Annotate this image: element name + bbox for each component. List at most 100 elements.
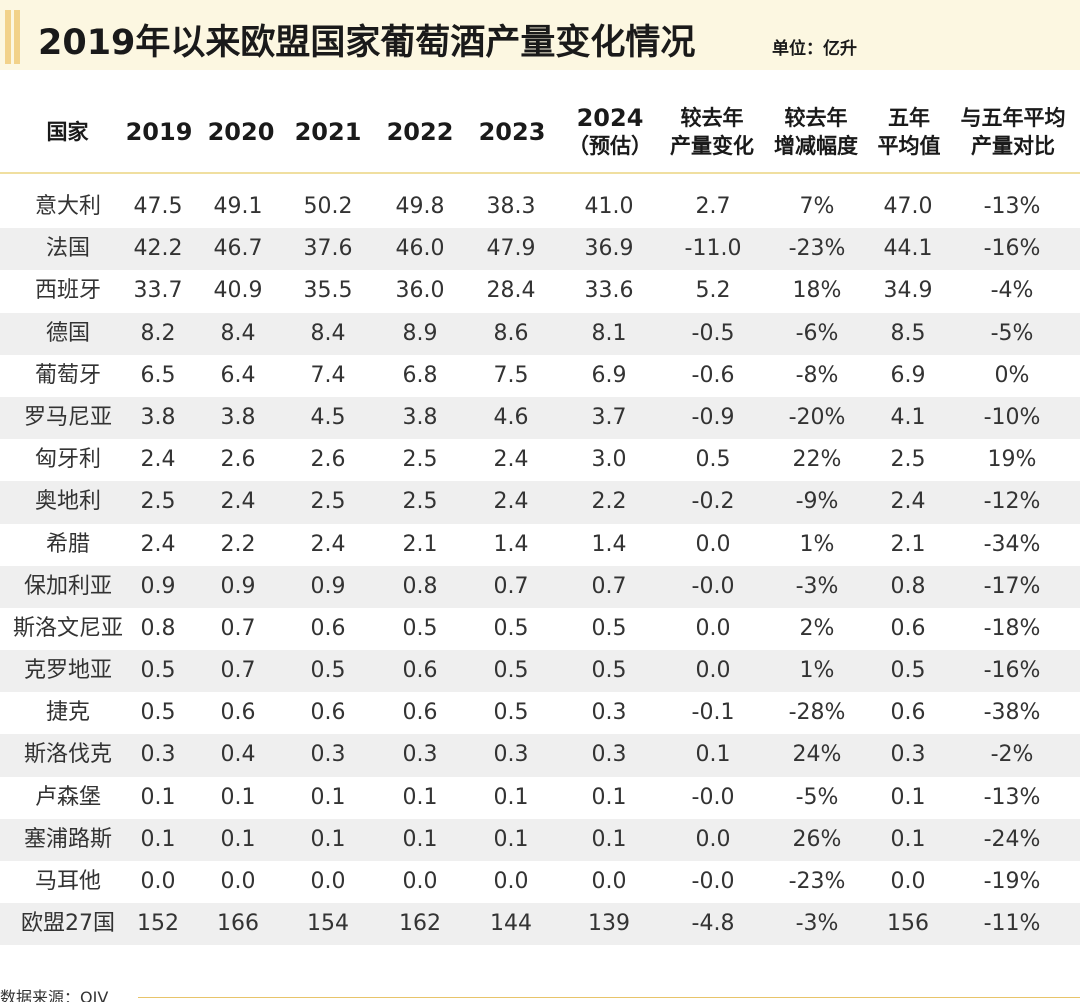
cell-vs-avg: -11% [983, 911, 1041, 937]
cell-yoy-percent: 24% [792, 742, 842, 768]
cell-country: 保加利亚 [23, 573, 112, 599]
cell-2024: 33.6 [584, 278, 634, 304]
cell-2022: 0.1 [402, 784, 438, 810]
cell-2019: 3.8 [140, 404, 176, 430]
cell-yoy-percent: -23% [788, 869, 846, 894]
header-2023: 2023 [478, 118, 546, 146]
cell-2019: 0.5 [140, 658, 176, 684]
cell-yoy-change: 0.1 [695, 742, 731, 768]
cell-2023: 0.5 [493, 700, 529, 726]
cell-vs-avg: 0% [994, 362, 1030, 388]
cell-2020: 46.7 [213, 236, 263, 262]
header-country: 国家 [46, 120, 89, 144]
cell-yoy-percent: 26% [792, 826, 842, 852]
cell-yoy-change: -0.0 [691, 573, 735, 599]
cell-2020: 6.4 [220, 362, 256, 388]
cell-vs-avg: -4% [990, 278, 1034, 304]
cell-country: 匈牙利 [34, 447, 101, 473]
table-row: 德国 8.2 8.4 8.4 8.9 8.6 8.1 -0.5 -6% 8.5 -5% [0, 312, 1080, 355]
cell-2024: 3.0 [591, 447, 627, 473]
cell-2022: 0.5 [402, 615, 438, 641]
cell-2021: 0.1 [310, 826, 346, 852]
cell-yoy-percent: 2% [799, 615, 835, 641]
cell-2021: 50.2 [303, 194, 353, 219]
cell-2022: 0.3 [402, 742, 438, 768]
cell-country: 克罗地亚 [23, 658, 112, 684]
cell-2022: 2.5 [402, 489, 438, 515]
table-row: 罗马尼亚 3.8 3.8 4.5 3.8 4.6 3.7 -0.9 -20% 4.1 -10% [0, 396, 1080, 440]
cell-2024: 0.7 [591, 573, 627, 599]
cell-vs-avg: -16% [983, 658, 1041, 684]
cell-2023: 0.1 [493, 826, 529, 852]
cell-country: 葡萄牙 [34, 362, 101, 388]
cell-2023: 8.6 [493, 320, 529, 346]
cell-yoy-percent: 7% [799, 194, 835, 219]
cell-2022: 162 [399, 911, 441, 937]
cell-vs-avg: 19% [987, 447, 1037, 473]
cell-2019: 47.5 [133, 194, 183, 219]
cell-2020: 3.8 [220, 404, 256, 430]
cell-five-year-avg: 47.0 [883, 194, 933, 219]
cell-five-year-avg: 0.8 [890, 573, 926, 599]
cell-five-year-avg: 0.5 [890, 658, 926, 684]
cell-vs-avg: -2% [990, 742, 1034, 768]
cell-five-year-avg: 156 [887, 911, 929, 937]
cell-2021: 0.3 [310, 742, 346, 768]
cell-2020: 0.7 [220, 615, 256, 641]
cell-yoy-change: -0.0 [691, 869, 735, 894]
cell-2022: 2.1 [402, 531, 438, 557]
header-2019: 2019 [125, 118, 193, 146]
cell-2023: 0.1 [493, 784, 529, 810]
cell-vs-avg: -24% [983, 826, 1041, 852]
cell-2019: 8.2 [140, 320, 176, 346]
cell-2022: 36.0 [395, 278, 445, 304]
table-row: 匈牙利 2.4 2.6 2.6 2.5 2.4 3.0 0.5 22% 2.5 19% [0, 439, 1080, 481]
cell-country: 希腊 [45, 531, 90, 557]
cell-vs-avg: -18% [983, 615, 1041, 641]
cell-2024: 0.1 [591, 784, 627, 810]
cell-2021: 0.5 [310, 658, 346, 684]
cell-five-year-avg: 0.6 [890, 615, 926, 641]
cell-2024: 6.9 [591, 362, 627, 388]
cell-yoy-percent: -3% [795, 911, 839, 937]
cell-2023: 4.6 [493, 404, 529, 430]
cell-2023: 7.5 [493, 362, 529, 388]
cell-2022: 0.0 [402, 869, 438, 894]
table-row: 斯洛伐克 0.3 0.4 0.3 0.3 0.3 0.3 0.1 24% 0.3 -2% [0, 734, 1080, 777]
header-2024-estimate: 2024 （预估） [568, 104, 652, 158]
cell-yoy-percent: -3% [795, 573, 839, 599]
cell-2020: 166 [217, 911, 259, 937]
cell-2021: 0.0 [310, 869, 346, 894]
cell-2023: 0.5 [493, 615, 529, 641]
table-body: 意大利 47.5 49.1 50.2 49.8 38.3 41.0 2.7 7% 47.0 -13%… [0, 186, 1080, 946]
header-2022: 2022 [386, 118, 454, 146]
table-row: 塞浦路斯 0.1 0.1 0.1 0.1 0.1 0.1 0.0 26% 0.1 -24% [0, 818, 1080, 861]
cell-2023: 0.7 [493, 573, 529, 599]
cell-yoy-percent: -28% [788, 700, 846, 726]
cell-country: 斯洛文尼亚 [12, 615, 123, 641]
cell-2020: 8.4 [220, 320, 256, 346]
table-row: 卢森堡 0.1 0.1 0.1 0.1 0.1 0.1 -0.0 -5% 0.1 -13% [0, 777, 1080, 819]
cell-yoy-percent: 18% [792, 278, 842, 304]
cell-2024: 0.5 [591, 658, 627, 684]
cell-2019: 0.0 [140, 869, 176, 894]
cell-2020: 40.9 [213, 278, 263, 304]
cell-2020: 2.2 [220, 531, 256, 557]
cell-yoy-change: 2.7 [695, 194, 731, 219]
cell-2022: 3.8 [402, 404, 438, 430]
cell-2024: 3.7 [591, 404, 627, 430]
cell-2022: 2.5 [402, 447, 438, 473]
cell-2020: 0.4 [220, 742, 256, 768]
table-row: 克罗地亚 0.5 0.7 0.5 0.6 0.5 0.5 0.0 1% 0.5 -16% [0, 650, 1080, 693]
cell-five-year-avg: 0.1 [890, 784, 926, 810]
header-2021: 2021 [294, 118, 362, 146]
cell-2022: 8.9 [402, 320, 438, 346]
cell-2023: 28.4 [486, 278, 536, 304]
cell-five-year-avg: 0.0 [890, 869, 926, 894]
cell-vs-avg: -10% [983, 404, 1041, 430]
cell-2019: 2.4 [140, 531, 176, 557]
cell-five-year-avg: 0.6 [890, 700, 926, 726]
cell-2023: 0.0 [493, 869, 529, 894]
cell-yoy-change: -0.2 [691, 489, 735, 515]
footer: 数据来源：OIV [0, 984, 1080, 1002]
